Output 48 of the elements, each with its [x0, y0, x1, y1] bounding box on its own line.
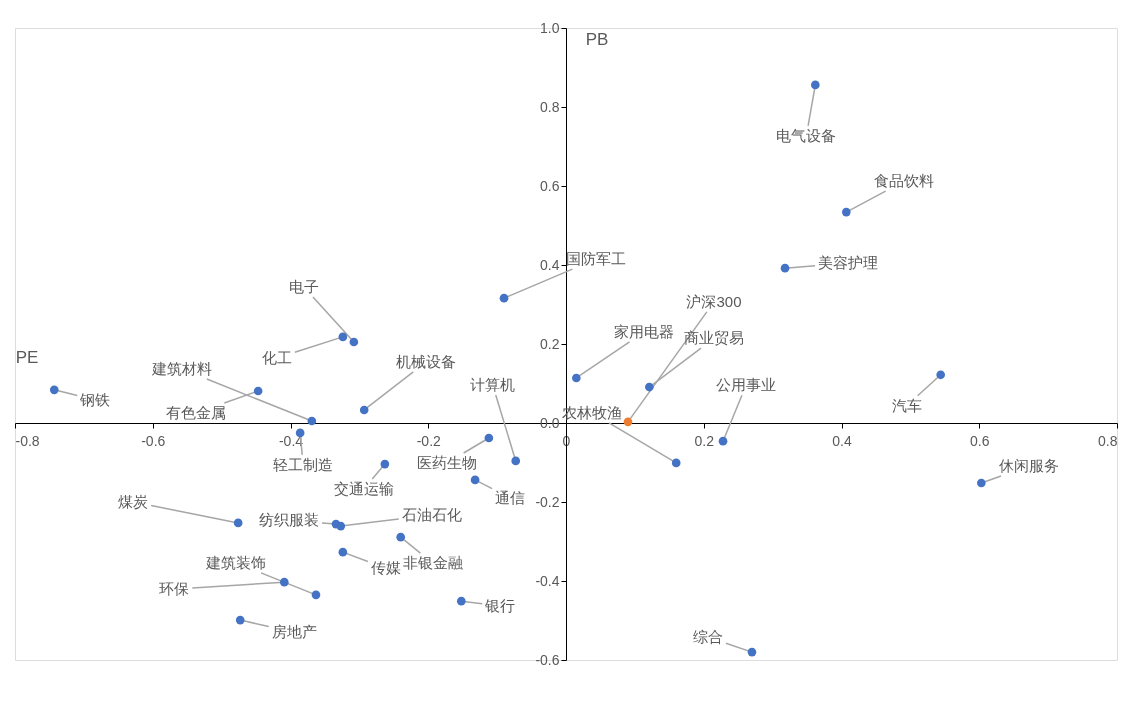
annotation: 通信 [495, 488, 526, 506]
annotation: 有色金属 [166, 404, 227, 422]
annotation: 钢铁 [79, 390, 111, 408]
x-tick-label: -0.6 [141, 432, 166, 449]
x-axis-title: PE [15, 348, 39, 367]
annotation: 食品饮料 [874, 172, 935, 190]
annotation: 计算机 [470, 375, 516, 393]
y-tick-label: 0.6 [540, 177, 560, 194]
y-tick-label: 0.8 [540, 98, 560, 115]
annotation: 石油石化 [401, 506, 462, 524]
annotation: 美容护理 [818, 254, 879, 272]
annotation: 交通运输 [333, 480, 394, 498]
y-tick-label: -0.2 [535, 493, 560, 510]
y-tick-label: -0.6 [535, 651, 560, 668]
annotation: 公用事业 [716, 376, 777, 394]
annotation: 房地产 [271, 623, 317, 641]
x-tick-label: 0.4 [832, 432, 852, 449]
annotation: 环保 [159, 580, 190, 598]
annotation: 家用电器 [614, 322, 675, 340]
annotation: 纺织服装 [258, 511, 319, 529]
x-tick-label: -0.2 [416, 432, 442, 449]
annotation: 银行 [484, 597, 516, 615]
y-tick-label: 0.2 [540, 335, 560, 352]
x-tick-label: 0.2 [694, 432, 715, 449]
y-axis-title: PB [585, 30, 609, 49]
annotation: 传媒 [370, 559, 401, 577]
y-tick-label: 0.4 [540, 256, 560, 273]
y-tick-label: 1.0 [540, 19, 560, 36]
annotation: 煤炭 [118, 492, 149, 510]
annotation: 综合 [692, 628, 723, 646]
x-tick-label: 0.8 [1098, 432, 1118, 449]
annotation: 电气设备 [776, 126, 837, 144]
annotation: 非银金融 [402, 554, 463, 572]
annotation: 沪深300 [686, 292, 742, 310]
annotation: 机械设备 [396, 352, 457, 370]
annotation: 商业贸易 [684, 329, 745, 347]
x-tick-label: 0.6 [970, 432, 990, 449]
y-tick-label: -0.4 [535, 572, 560, 589]
annotation: 医药生物 [416, 454, 477, 472]
annotation: 建筑装饰 [204, 553, 266, 571]
annotation: 轻工制造 [273, 455, 334, 473]
annotation: 化工 [261, 348, 292, 366]
x-tick-label: -0.8 [15, 432, 40, 449]
annotation: 休闲服务 [999, 457, 1060, 475]
annotation: 建筑材料 [150, 360, 212, 378]
annotation: 国防军工 [566, 250, 627, 268]
annotation: 电子 [288, 278, 319, 296]
annotation: 汽车 [891, 396, 922, 414]
